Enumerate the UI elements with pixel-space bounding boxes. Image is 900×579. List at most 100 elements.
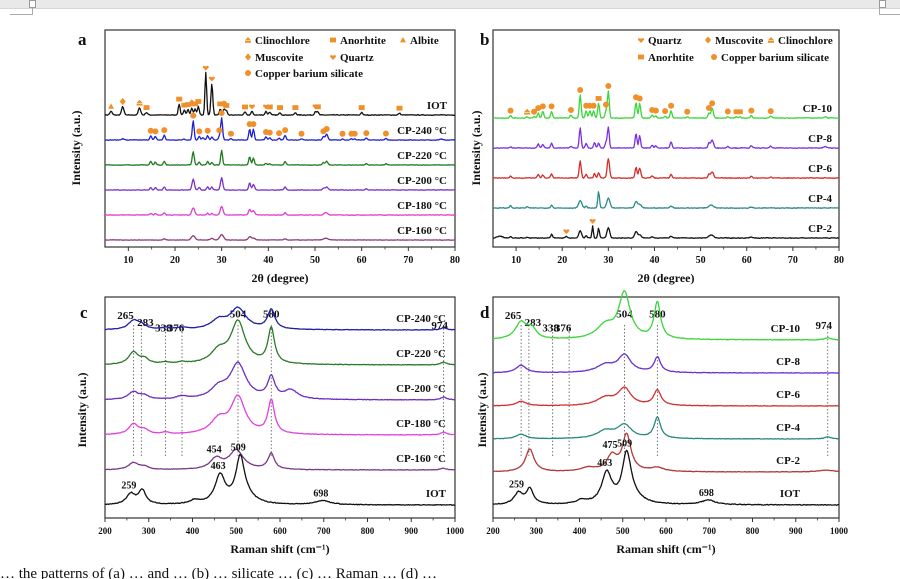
series-label: CP-4 — [808, 193, 832, 205]
x-tick-label: 10 — [123, 255, 133, 266]
x-tick-label: 70 — [788, 255, 798, 266]
marker-circle-icon — [668, 102, 675, 109]
series-label: CP-160 °C — [397, 225, 447, 237]
x-tick-label: 40 — [649, 255, 659, 266]
marker-circle-icon — [539, 103, 546, 110]
marker-circle-icon — [228, 130, 234, 137]
marker-square-icon — [192, 101, 199, 107]
y-axis-label: Intensity (a.u.) — [75, 372, 89, 447]
legend-entry: Quartz — [340, 52, 374, 64]
marker-circle-icon — [161, 127, 168, 134]
series-label: CP-8 — [776, 356, 800, 368]
x-tick-label: 300 — [142, 526, 156, 536]
series-label: CP-220 °C — [397, 150, 447, 162]
marker-square-icon — [292, 105, 299, 110]
legend-entry: Clinochlore — [778, 35, 833, 47]
peak-annotation: 580 — [263, 309, 280, 321]
marker-circle-icon — [709, 100, 716, 107]
y-axis-label: Intensity (a.u.) — [469, 110, 483, 185]
series-line-cp-160-c — [104, 233, 455, 241]
marker-square-icon — [314, 104, 321, 110]
series-label: CP-10 — [803, 103, 833, 115]
marker-circle-icon — [705, 104, 712, 111]
series-label: CP-240 °C — [396, 313, 446, 325]
marker-circle-icon — [282, 127, 289, 134]
series-line-cp-220-c — [104, 319, 456, 366]
peak-annotation: 376 — [555, 323, 572, 335]
marker-square-icon — [358, 105, 365, 110]
marker-square-icon — [176, 96, 183, 102]
series-label: IOT — [780, 488, 801, 500]
marker-clinochlore-icon — [245, 37, 251, 43]
x-tick-label: 600 — [273, 526, 287, 536]
chart-panel-b: b 10 20 30 40 50 60 70 80 2θ (degree) Intensity (a… — [469, 29, 844, 285]
marker-square-icon — [185, 102, 192, 107]
marker-heart-icon — [563, 229, 570, 235]
peak-annotation: 265 — [505, 310, 522, 322]
marker-circle-icon — [684, 108, 691, 115]
marker-circle-icon — [190, 112, 197, 119]
ruler-handle-right[interactable] — [879, 0, 886, 8]
marker-circle-icon — [507, 107, 514, 114]
marker-circle-icon — [711, 54, 717, 60]
series-label: CP-4 — [776, 422, 800, 434]
marker-circle-icon — [363, 130, 370, 137]
series-label: CP-6 — [776, 389, 800, 401]
page-corner-right — [879, 6, 900, 15]
x-axis-label: Raman shift (cm⁻¹) — [616, 542, 715, 556]
series-line-cp-2 — [492, 432, 839, 473]
x-tick-label: 1000 — [830, 526, 849, 536]
x-tick-label: 1000 — [446, 526, 465, 536]
series-line-cp-6 — [492, 158, 840, 179]
panel-label: a — [78, 30, 87, 49]
marker-circle-icon — [748, 107, 755, 114]
marker-circle-icon — [590, 102, 597, 109]
marker-circle-icon — [216, 127, 223, 134]
marker-square-icon — [266, 104, 273, 110]
legend: Quartz Muscovite Clinochlore Anorhtite Coppe… — [638, 35, 833, 64]
marker-circle-icon — [548, 103, 555, 110]
x-tick-label: 300 — [530, 526, 544, 536]
legend-entry: Muscovite — [255, 52, 303, 64]
series-label: CP-220 °C — [396, 348, 446, 360]
series-line-cp-2 — [492, 225, 840, 239]
y-axis-label: Intensity (a.u.) — [69, 110, 83, 185]
marker-square-icon — [733, 109, 740, 115]
marker-clinochlore-icon — [524, 108, 531, 115]
marker-square-icon — [195, 99, 202, 104]
peak-annotation: 974 — [816, 320, 833, 332]
marker-clinochlore-icon — [136, 99, 143, 106]
series-label: CP-240 °C — [397, 125, 447, 137]
marker-diamond-icon — [705, 36, 711, 44]
series-label: CP-160 °C — [396, 453, 446, 465]
x-tick-label: 600 — [659, 526, 673, 536]
x-tick-label: 20 — [557, 255, 567, 266]
marker-circle-icon — [147, 127, 154, 134]
marker-circle-icon — [204, 127, 211, 134]
legend-entry: Anorhtite — [648, 52, 694, 64]
x-tick-label: 50 — [310, 255, 320, 266]
x-tick-label: 500 — [230, 526, 244, 536]
marker-circle-icon — [196, 128, 203, 135]
marker-circle-icon — [535, 105, 542, 112]
chart-panel-d: d 200 300 400 500 600 700 800 900 1000 Raman shift… — [475, 290, 849, 556]
peak-annotation: 475 — [602, 440, 617, 451]
marker-square-icon — [223, 103, 230, 108]
x-tick-label: 80 — [450, 255, 460, 266]
x-tick-label: 900 — [405, 526, 419, 536]
peak-annotation: 454 — [207, 444, 222, 455]
marker-square-icon — [736, 109, 743, 115]
marker-circle-icon — [382, 130, 389, 137]
series-label: CP-8 — [808, 133, 832, 145]
series-line-cp-240-c — [105, 117, 456, 141]
series-line-cp-220-c — [104, 149, 456, 166]
marker-circle-icon — [245, 70, 251, 76]
series-line-cp-240-c — [104, 306, 456, 331]
marker-heart-icon — [202, 65, 209, 71]
marker-square-icon — [217, 101, 224, 107]
ruler-handle-left[interactable] — [29, 0, 36, 8]
series-line-cp-4 — [492, 416, 840, 440]
marker-heart-icon — [330, 55, 336, 60]
marker-circle-icon — [567, 106, 574, 113]
x-tick-label: 30 — [603, 255, 613, 266]
